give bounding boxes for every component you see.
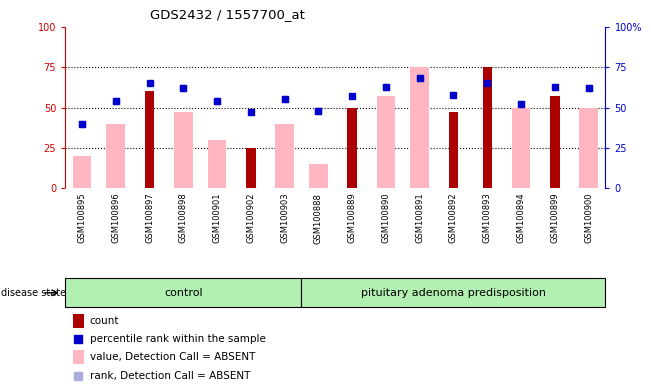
Bar	[309, 164, 327, 188]
Text: pituitary adenoma predisposition: pituitary adenoma predisposition	[361, 288, 546, 298]
Text: disease state: disease state	[1, 288, 66, 298]
Bar	[65, 278, 301, 307]
Text: GSM100895: GSM100895	[77, 193, 87, 243]
Text: GSM100896: GSM100896	[111, 193, 120, 243]
Text: GSM100894: GSM100894	[516, 193, 525, 243]
Text: GSM100903: GSM100903	[280, 193, 289, 243]
Bar	[348, 108, 357, 188]
Text: GSM100898: GSM100898	[179, 193, 187, 243]
Text: GSM100889: GSM100889	[348, 193, 357, 243]
Bar	[145, 91, 154, 188]
Bar	[512, 108, 531, 188]
Text: percentile rank within the sample: percentile rank within the sample	[90, 334, 266, 344]
Bar	[377, 96, 395, 188]
Text: rank, Detection Call = ABSENT: rank, Detection Call = ABSENT	[90, 371, 250, 381]
Bar	[579, 108, 598, 188]
Text: GSM100901: GSM100901	[213, 193, 221, 243]
Bar	[449, 113, 458, 188]
Text: GSM100890: GSM100890	[381, 193, 391, 243]
Bar	[73, 350, 84, 364]
Text: value, Detection Call = ABSENT: value, Detection Call = ABSENT	[90, 352, 255, 362]
Text: count: count	[90, 316, 119, 326]
Bar	[275, 124, 294, 188]
Text: GSM100892: GSM100892	[449, 193, 458, 243]
Bar	[482, 67, 492, 188]
Bar	[550, 96, 559, 188]
Bar	[174, 113, 193, 188]
Bar	[246, 148, 256, 188]
Bar	[301, 278, 605, 307]
Text: GSM100893: GSM100893	[483, 193, 492, 243]
Text: GSM100888: GSM100888	[314, 193, 323, 243]
Bar	[73, 156, 91, 188]
Text: GSM100891: GSM100891	[415, 193, 424, 243]
Text: GSM100900: GSM100900	[584, 193, 593, 243]
Bar	[410, 67, 429, 188]
Bar	[73, 314, 84, 328]
Text: control: control	[164, 288, 202, 298]
Text: GSM100897: GSM100897	[145, 193, 154, 243]
Text: GDS2432 / 1557700_at: GDS2432 / 1557700_at	[150, 8, 305, 21]
Text: GSM100902: GSM100902	[246, 193, 255, 243]
Bar	[208, 140, 227, 188]
Bar	[107, 124, 125, 188]
Text: GSM100899: GSM100899	[550, 193, 559, 243]
